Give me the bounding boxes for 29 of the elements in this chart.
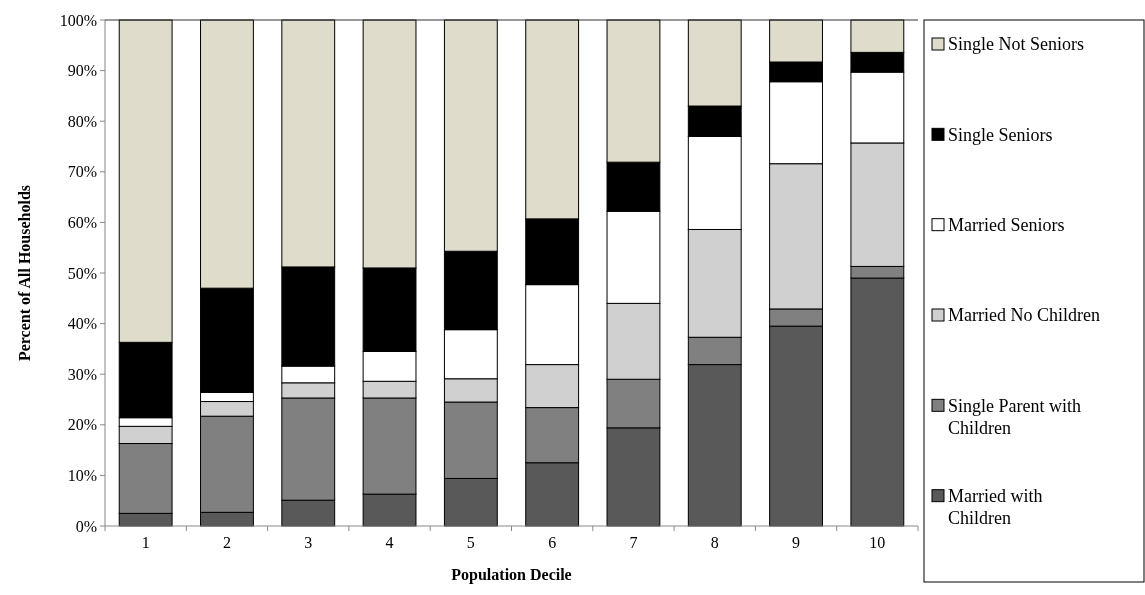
legend-label: Single Parent with Children xyxy=(948,395,1081,439)
y-tick-label: 90% xyxy=(67,62,97,80)
x-tick-label: 5 xyxy=(466,534,475,551)
legend-label: Married with Children xyxy=(948,485,1043,529)
x-axis-title: Population Decile xyxy=(451,566,572,584)
y-tick-label: 20% xyxy=(67,416,97,434)
legend-label: Married No Children xyxy=(948,305,1100,326)
x-tick-label: 7 xyxy=(629,534,638,551)
y-tick-label: 60% xyxy=(67,214,97,231)
y-tick-label: 0% xyxy=(75,517,97,535)
x-tick-label: 4 xyxy=(385,534,394,551)
y-tick-label: 50% xyxy=(67,264,97,282)
x-tick-label: 9 xyxy=(792,534,801,551)
x-tick-label: 1 xyxy=(141,534,150,551)
x-tick-label: 8 xyxy=(710,534,719,551)
y-tick-label: 100% xyxy=(59,11,97,29)
x-tick-label: 3 xyxy=(304,534,313,551)
y-tick-label: 30% xyxy=(67,365,97,383)
y-tick-label: 10% xyxy=(67,467,97,484)
legend-label: Single Not Seniors xyxy=(948,34,1085,55)
x-tick-label: 6 xyxy=(548,534,557,551)
x-tick-label: 10 xyxy=(869,534,886,551)
y-tick-label: 80% xyxy=(67,112,97,130)
y-tick-label: 40% xyxy=(67,315,97,333)
legend-label: Married Seniors xyxy=(948,214,1065,235)
x-tick-label: 2 xyxy=(222,534,231,551)
y-axis-title: Percent of All Households xyxy=(16,184,33,362)
legend-label: Single Seniors xyxy=(948,124,1053,145)
y-tick-label: 70% xyxy=(67,163,97,181)
